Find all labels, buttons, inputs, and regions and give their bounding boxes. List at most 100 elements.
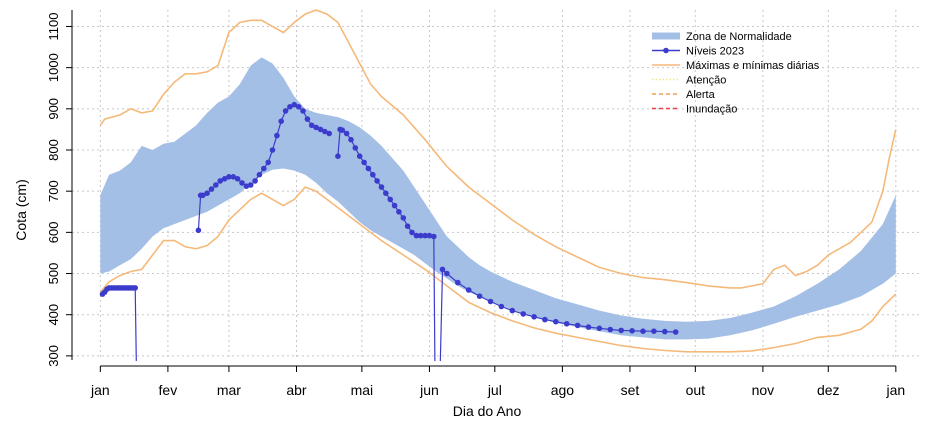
- levels-2023-point: [230, 174, 237, 180]
- x-tick-label: jul: [487, 382, 502, 398]
- y-tick-label: 600: [46, 222, 61, 244]
- x-axis-label: Dia do Ano: [453, 403, 522, 419]
- levels-2023-point: [252, 178, 258, 184]
- levels-2023-point: [563, 321, 570, 327]
- levels-2023-point: [422, 232, 428, 239]
- levels-2023-point: [585, 324, 592, 330]
- levels-2023-point: [618, 327, 624, 334]
- normal-zone-band: [100, 57, 896, 340]
- daily-maximum-line: [99, 9, 897, 289]
- levels-2023-point: [308, 122, 315, 129]
- x-tick-label: set: [621, 382, 640, 398]
- legend-label: Zona de Normalidade: [686, 31, 792, 43]
- levels-2023-point: [498, 303, 505, 310]
- levels-2023-point: [444, 270, 450, 277]
- levels-2023-point: [672, 329, 679, 335]
- y-axis-ticks: 300 400 500 600 700 800 900 1000 1100: [46, 12, 72, 367]
- y-tick-label: 800: [46, 139, 61, 161]
- x-tick-label: fev: [159, 382, 178, 398]
- levels-2023-point: [208, 186, 215, 192]
- y-tick-label: 1000: [46, 53, 61, 82]
- levels-2023-point: [370, 171, 376, 178]
- x-tick-label: out: [686, 382, 706, 398]
- legend: Zona de Normalidade Níveis 2023 Máximas e …: [652, 31, 820, 116]
- levels-2023-gap-line: [134, 287, 137, 362]
- levels-2023-point: [239, 180, 245, 186]
- levels-2023-point: [256, 171, 263, 178]
- levels-2023-point: [542, 316, 548, 323]
- levels-2023-point: [391, 202, 398, 209]
- legend-label: Inundação: [686, 104, 737, 116]
- levels-2023-point: [204, 190, 210, 196]
- levels-2023-point: [217, 178, 223, 184]
- levels-2023-point: [374, 178, 380, 184]
- levels-2023-point: [378, 184, 385, 190]
- y-tick-label: 900: [46, 98, 61, 120]
- levels-2023-point: [221, 176, 228, 182]
- levels-2023-point: [132, 285, 138, 291]
- levels-2023-point: [361, 159, 367, 166]
- levels-2023-point: [234, 176, 241, 182]
- y-tick-label: 700: [46, 180, 61, 202]
- legend-swatch-point: [663, 47, 669, 54]
- levels-2023-point: [520, 311, 526, 317]
- levels-2023-point: [413, 232, 420, 239]
- y-axis-label: Cota (cm): [13, 179, 29, 240]
- levels-2023-point: [274, 132, 280, 139]
- daily-extremes-lines: [99, 9, 897, 353]
- levels-2023-point: [313, 124, 319, 131]
- levels-2023-point: [356, 153, 363, 159]
- levels-2023-point: [629, 328, 635, 334]
- levels-2023-point: [339, 127, 346, 133]
- levels-2023-point: [335, 153, 341, 159]
- levels-2023-point: [662, 328, 668, 335]
- levels-2023-point: [531, 314, 537, 320]
- levels-2023-point: [213, 182, 219, 188]
- levels-2023-point: [343, 130, 350, 137]
- x-tick-label: jun: [419, 382, 439, 398]
- levels-2023-point: [261, 165, 267, 172]
- legend-label: Atenção: [686, 75, 726, 87]
- levels-2023-gap-line: [439, 269, 444, 362]
- levels-2023-point: [396, 209, 402, 215]
- levels-2023-point: [278, 118, 285, 124]
- levels-2023-point: [400, 215, 407, 221]
- levels-2023-point: [455, 279, 461, 286]
- levels-2023-point: [295, 104, 302, 110]
- levels-2023-point: [282, 108, 289, 114]
- y-tick-label: 1100: [46, 12, 61, 40]
- y-tick-label: 300: [46, 345, 61, 367]
- levels-2023-point: [300, 108, 306, 114]
- levels-2023-point: [195, 227, 202, 234]
- levels-2023-point: [348, 136, 354, 143]
- levels-2023-gap-line: [433, 236, 436, 362]
- x-axis-ticks: jan fev mar abr mai jun jul ago set out nov dez jan: [90, 366, 905, 398]
- levels-2023-point: [607, 326, 614, 333]
- levels-2023-point: [426, 232, 433, 239]
- levels-2023-point: [509, 307, 516, 314]
- x-tick-label: ago: [551, 382, 575, 398]
- x-tick-label: dez: [817, 382, 840, 398]
- levels-2023-point: [553, 318, 559, 325]
- levels-2023-point: [409, 229, 415, 236]
- levels-2023-point: [226, 174, 232, 180]
- normal-zone-area: [100, 57, 896, 340]
- legend-label: Níveis 2023: [686, 46, 744, 58]
- levels-2023-point: [291, 101, 298, 108]
- x-tick-label: nov: [752, 382, 775, 398]
- x-tick-label: jan: [90, 382, 110, 398]
- legend-label: Alerta: [686, 89, 716, 101]
- levels-2023-point: [304, 116, 311, 122]
- levels-2023-point: [200, 192, 206, 199]
- levels-2023-point: [243, 183, 250, 189]
- levels-2023-point: [317, 126, 324, 133]
- legend-label: Máximas e mínimas diárias: [686, 60, 820, 72]
- levels-2023-point: [269, 147, 276, 153]
- levels-2023-point: [640, 328, 646, 335]
- levels-2023-point: [352, 145, 359, 151]
- levels-2023-point: [404, 223, 411, 229]
- levels-2023-point: [383, 190, 389, 196]
- levels-2023-point: [265, 159, 272, 166]
- levels-2023-point: [651, 328, 657, 335]
